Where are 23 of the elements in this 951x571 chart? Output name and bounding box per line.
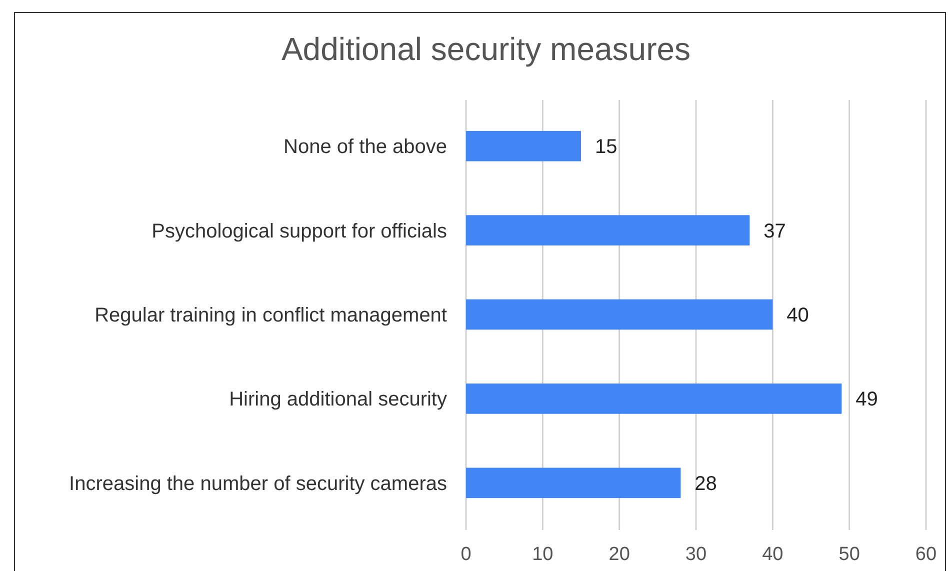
x-tick-label: 40 [762,544,784,565]
x-tick-label: 10 [532,544,554,565]
data-label: 28 [694,472,717,495]
data-label: 15 [595,136,618,158]
x-tick-label: 50 [838,544,860,565]
bar [466,130,581,162]
x-tick-label: 20 [608,544,630,565]
y-tick-label: Psychological support for officials [152,220,447,242]
data-label: 49 [856,388,878,411]
bar [466,215,750,246]
data-label: 37 [764,220,786,242]
bar [466,299,773,330]
chart-title: Additional security measures [281,31,691,67]
bar [466,384,842,414]
x-tick-label: 30 [685,544,707,565]
x-tick-label: 0 [460,544,472,565]
data-label: 40 [786,304,809,326]
y-tick-label: Hiring additional security [229,388,447,411]
y-tick-label: Increasing the number of security cameras [69,472,447,495]
bar [466,468,681,498]
y-tick-label: Regular training in conflict management [94,304,448,326]
x-tick-label: 60 [915,544,937,565]
y-tick-label: None of the above [284,136,447,158]
